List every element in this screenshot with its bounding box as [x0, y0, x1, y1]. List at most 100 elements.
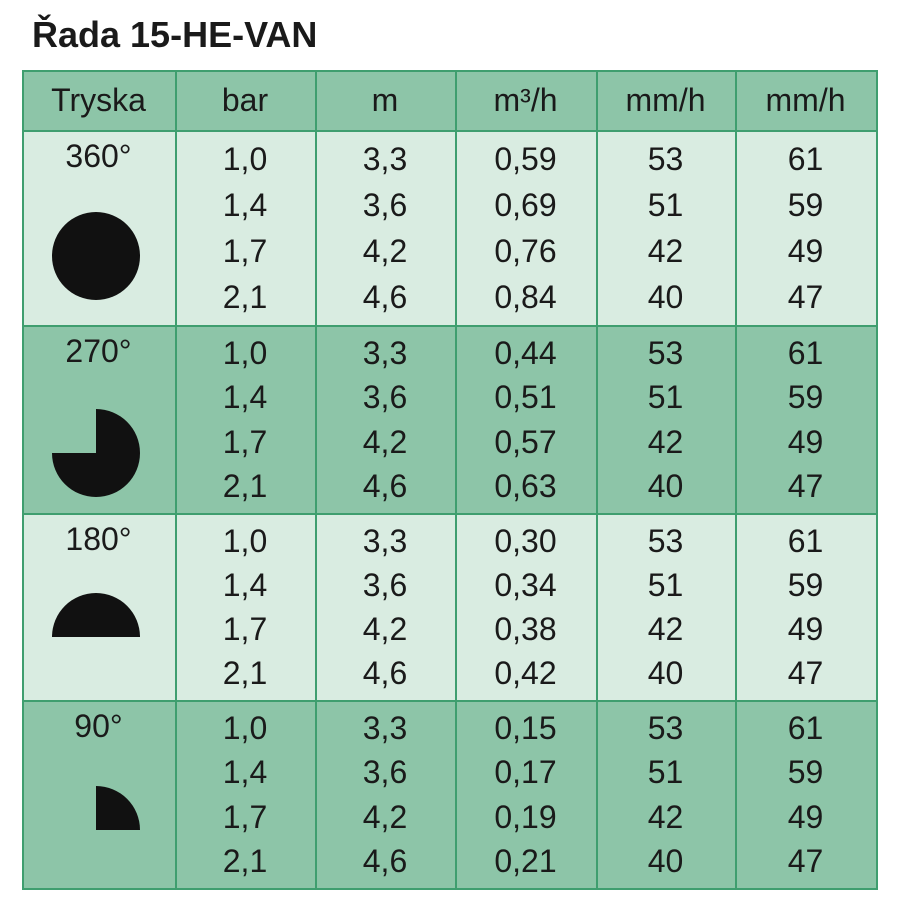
- group-cell-bg: [596, 700, 737, 890]
- data-cell: 47: [787, 843, 824, 880]
- group-cell-bg: [175, 513, 317, 702]
- data-cell: 0,15: [494, 709, 557, 746]
- nozzle-label: 270°: [65, 332, 132, 369]
- group-cell-bg: [175, 700, 317, 890]
- data-cell: 4,6: [362, 468, 408, 505]
- data-cell: 47: [787, 279, 824, 316]
- data-cell: 1,7: [222, 233, 268, 270]
- data-cell: 53: [647, 522, 684, 559]
- data-cell: 0,19: [494, 798, 557, 835]
- data-cell: 49: [787, 798, 824, 835]
- data-cell: 0,38: [494, 611, 557, 648]
- data-cell: 40: [647, 468, 684, 505]
- header-cell: m: [371, 81, 399, 118]
- data-cell: 3,6: [362, 566, 408, 603]
- data-cell: 0,30: [494, 522, 557, 559]
- data-cell: 1,4: [222, 186, 268, 223]
- data-cell: 42: [647, 798, 684, 835]
- group-cell-bg: [455, 130, 598, 327]
- data-cell: 40: [647, 843, 684, 880]
- data-cell: 3,3: [362, 522, 408, 559]
- data-cell: 2,1: [222, 468, 268, 505]
- data-cell: 4,2: [362, 423, 408, 460]
- data-cell: 1,0: [222, 334, 268, 371]
- data-cell: 1,7: [222, 798, 268, 835]
- data-cell: 3,6: [362, 379, 408, 416]
- data-cell: 49: [787, 233, 824, 270]
- data-cell: 0,76: [494, 233, 557, 270]
- data-cell: 40: [647, 279, 684, 316]
- data-cell: 0,63: [494, 468, 557, 505]
- data-cell: 4,2: [362, 798, 408, 835]
- data-cell: 4,6: [362, 279, 408, 316]
- data-cell: 59: [787, 566, 824, 603]
- header-cell: bar: [221, 81, 269, 118]
- header-cell: mm/h: [625, 81, 706, 118]
- data-cell: 3,6: [362, 186, 408, 223]
- data-cell: 40: [647, 655, 684, 692]
- nozzle-label: 360°: [65, 137, 132, 174]
- data-cell: 59: [787, 186, 824, 223]
- data-cell: 59: [787, 379, 824, 416]
- data-cell: 47: [787, 655, 824, 692]
- data-cell: 61: [787, 709, 824, 746]
- data-cell: 51: [647, 754, 684, 791]
- group-cell-bg: [315, 513, 457, 702]
- data-cell: 3,3: [362, 709, 408, 746]
- data-cell: 4,6: [362, 843, 408, 880]
- nozzle-label: 90°: [74, 707, 123, 744]
- data-cell: 61: [787, 334, 824, 371]
- data-cell: 0,59: [494, 140, 557, 177]
- data-cell: 0,34: [494, 566, 557, 603]
- data-cell: 0,57: [494, 423, 557, 460]
- data-cell: 0,84: [494, 279, 557, 316]
- data-cell: 51: [647, 566, 684, 603]
- data-cell: 61: [787, 140, 824, 177]
- data-cell: 1,0: [222, 140, 268, 177]
- data-cell: 3,3: [362, 334, 408, 371]
- data-cell: 47: [787, 468, 824, 505]
- data-cell: 42: [647, 611, 684, 648]
- data-cell: 42: [647, 423, 684, 460]
- data-cell: 51: [647, 379, 684, 416]
- data-cell: 61: [787, 522, 824, 559]
- header-cell-bg: [22, 70, 177, 132]
- data-cell: 53: [647, 334, 684, 371]
- data-cell: 0,51: [494, 379, 557, 416]
- data-cell: 53: [647, 140, 684, 177]
- data-cell: 0,17: [494, 754, 557, 791]
- group-cell-bg: [315, 700, 457, 890]
- data-cell: 49: [787, 611, 824, 648]
- data-cell: 0,21: [494, 843, 557, 880]
- header-cell: mm/h: [765, 81, 846, 118]
- group-cell-bg: [315, 130, 457, 327]
- data-cell: 2,1: [222, 843, 268, 880]
- data-cell: 4,6: [362, 655, 408, 692]
- data-cell: 3,3: [362, 140, 408, 177]
- data-cell: 1,7: [222, 423, 268, 460]
- data-cell: 4,2: [362, 233, 408, 270]
- data-cell: 1,7: [222, 611, 268, 648]
- group-cell-bg: [596, 325, 737, 515]
- data-cell: 53: [647, 709, 684, 746]
- data-cell: 1,0: [222, 709, 268, 746]
- data-cell: 42: [647, 233, 684, 270]
- data-cell: 59: [787, 754, 824, 791]
- data-cell: 1,4: [222, 754, 268, 791]
- data-cell: 0,42: [494, 655, 557, 692]
- data-cell: 2,1: [222, 279, 268, 316]
- data-cell: 3,6: [362, 754, 408, 791]
- group-cell-bg: [735, 700, 878, 890]
- data-cell: 51: [647, 186, 684, 223]
- data-cell: 0,69: [494, 186, 557, 223]
- group-cell-bg: [455, 513, 598, 702]
- header-cell: Tryska: [51, 81, 146, 118]
- data-cell: 4,2: [362, 611, 408, 648]
- data-cell: 1,4: [222, 566, 268, 603]
- group-cell-bg: [175, 130, 317, 327]
- nozzle-label: 180°: [65, 520, 132, 557]
- header-cell: m³/h: [493, 81, 558, 118]
- group-cell-bg: [175, 325, 317, 515]
- data-cell: 2,1: [222, 655, 268, 692]
- title: Řada 15-HE-VAN: [32, 14, 318, 55]
